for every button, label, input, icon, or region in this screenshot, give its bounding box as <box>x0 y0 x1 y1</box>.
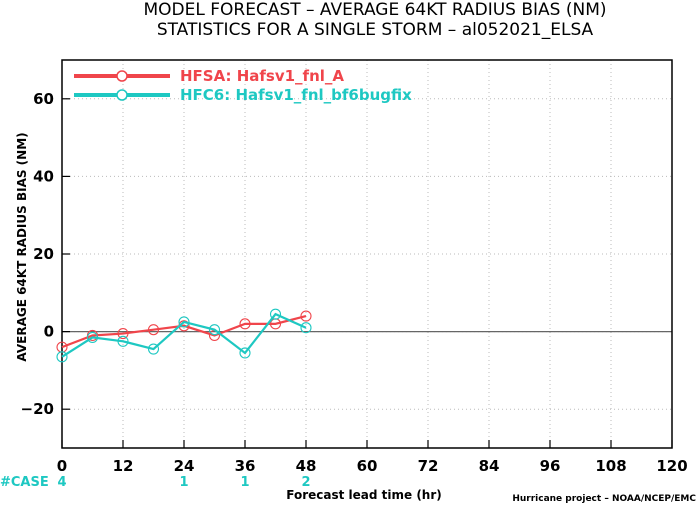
x-tick-label: 48 <box>296 457 317 475</box>
y-axis-ticks: 60 40 20 0 −20 <box>21 90 70 418</box>
chart-subtitle: STATISTICS FOR A SINGLE STORM – al052021… <box>157 20 594 40</box>
legend-swatch-marker <box>116 89 128 101</box>
data-point <box>300 322 312 334</box>
data-point <box>147 324 160 336</box>
data-point <box>178 316 190 328</box>
y-tick-label: 40 <box>33 167 54 185</box>
x-tick-label: 24 <box>174 457 195 475</box>
y-tick-label: 60 <box>33 90 54 108</box>
data-point <box>208 324 221 336</box>
data-point <box>239 347 251 359</box>
chart-title: MODEL FORECAST – AVERAGE 64KT RADIUS BIA… <box>143 0 606 20</box>
x-tick-label: 96 <box>540 457 561 475</box>
data-point <box>300 310 312 322</box>
y-tick-label: −20 <box>21 400 54 418</box>
series-1 <box>56 308 312 363</box>
x-tick-label: 60 <box>357 457 378 475</box>
series-line <box>61 312 307 358</box>
gridlines <box>62 60 672 448</box>
y-axis-label: AVERAGE 64KT RADIUS BIAS (NM) <box>15 132 29 361</box>
legend-entry: HFC6: Hafsv1_fnl_bf6bugfix <box>180 86 412 104</box>
legend-swatch-marker <box>116 70 128 82</box>
legend-entry: HFSA: Hafsv1_fnl_A <box>180 67 344 85</box>
case-label: #CASE <box>0 475 49 490</box>
x-axis-ticks: 0 12 24 36 48 60 72 84 96 108 120 <box>57 440 688 475</box>
case-count: 2 <box>301 475 310 490</box>
case-count: 1 <box>240 475 249 490</box>
x-axis-label: Forecast lead time (hr) <box>286 488 442 502</box>
data-point <box>239 318 251 330</box>
credit-text: Hurricane project – NOAA/NCEP/EMC <box>512 494 696 504</box>
case-count: 4 <box>57 475 66 490</box>
case-counts: #CASE 4 1 1 2 <box>0 475 311 490</box>
data-point <box>117 327 129 340</box>
y-tick-label: 0 <box>44 323 54 341</box>
x-tick-label: 0 <box>57 457 67 475</box>
series-layer <box>56 308 312 363</box>
data-point <box>269 308 282 320</box>
data-point <box>56 351 68 363</box>
x-tick-label: 108 <box>595 457 626 475</box>
data-point <box>86 331 99 343</box>
x-tick-label: 36 <box>235 457 256 475</box>
x-tick-label: 120 <box>656 457 687 475</box>
x-tick-label: 72 <box>418 457 439 475</box>
case-count: 1 <box>179 475 188 490</box>
data-point <box>147 343 160 355</box>
x-tick-label: 84 <box>479 457 500 475</box>
data-point <box>117 335 129 347</box>
series-line <box>61 315 307 349</box>
y-tick-label: 20 <box>33 245 54 263</box>
x-tick-label: 12 <box>113 457 134 475</box>
